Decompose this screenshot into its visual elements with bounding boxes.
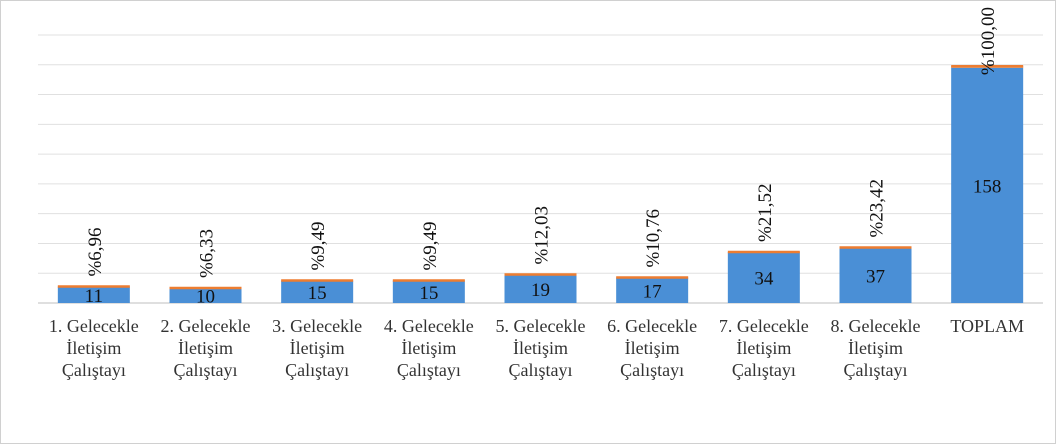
x-tick-label: 1. Gelecekle İletişim Çalıştayı bbox=[48, 316, 139, 380]
bar-segment bbox=[281, 280, 354, 303]
data-label: %21,52 bbox=[755, 183, 776, 242]
x-tick-label: 2. Gelecekle İletişim Çalıştayı bbox=[160, 316, 251, 380]
bar-segment bbox=[616, 277, 689, 303]
bar-segment bbox=[727, 252, 800, 303]
data-label: %6,96 bbox=[85, 227, 106, 276]
bar-segment bbox=[169, 288, 242, 303]
bar-segment bbox=[951, 67, 1024, 303]
x-tick-label: TOPLAM bbox=[950, 316, 1024, 336]
bar-segment bbox=[392, 280, 465, 303]
data-label: 34 bbox=[754, 269, 774, 290]
data-label: 10 bbox=[196, 287, 215, 308]
bar-segment bbox=[504, 274, 577, 303]
data-label: %100,00 bbox=[978, 7, 999, 75]
data-label: %9,49 bbox=[308, 221, 329, 270]
data-label: 11 bbox=[85, 286, 103, 307]
bar-segment bbox=[839, 247, 912, 303]
data-label: %12,03 bbox=[532, 206, 553, 265]
data-label: 15 bbox=[308, 283, 327, 304]
x-tick-label: 7. Gelecekle İletişim Çalıştayı bbox=[718, 316, 809, 380]
x-tick-label: 3. Gelecekle İletişim Çalıştayı bbox=[272, 316, 363, 380]
data-label: 15 bbox=[419, 283, 438, 304]
x-tick-label: 4. Gelecekle İletişim Çalıştayı bbox=[383, 316, 474, 380]
x-tick-label: 6. Gelecekle İletişim Çalıştayı bbox=[607, 316, 698, 380]
data-label: %9,49 bbox=[420, 221, 441, 270]
data-label: 17 bbox=[643, 281, 662, 302]
data-label: 19 bbox=[531, 280, 550, 301]
bar-segment bbox=[57, 286, 130, 303]
x-tick-label: 8. Gelecekle İletişim Çalıştayı bbox=[830, 316, 921, 380]
data-label: 158 bbox=[973, 176, 1002, 197]
data-label: %23,42 bbox=[867, 179, 888, 238]
data-label: 37 bbox=[866, 266, 885, 287]
data-label: %10,76 bbox=[643, 209, 664, 268]
x-tick-label: 5. Gelecekle İletişim Çalıştayı bbox=[495, 316, 586, 380]
data-label: %6,33 bbox=[197, 229, 218, 278]
